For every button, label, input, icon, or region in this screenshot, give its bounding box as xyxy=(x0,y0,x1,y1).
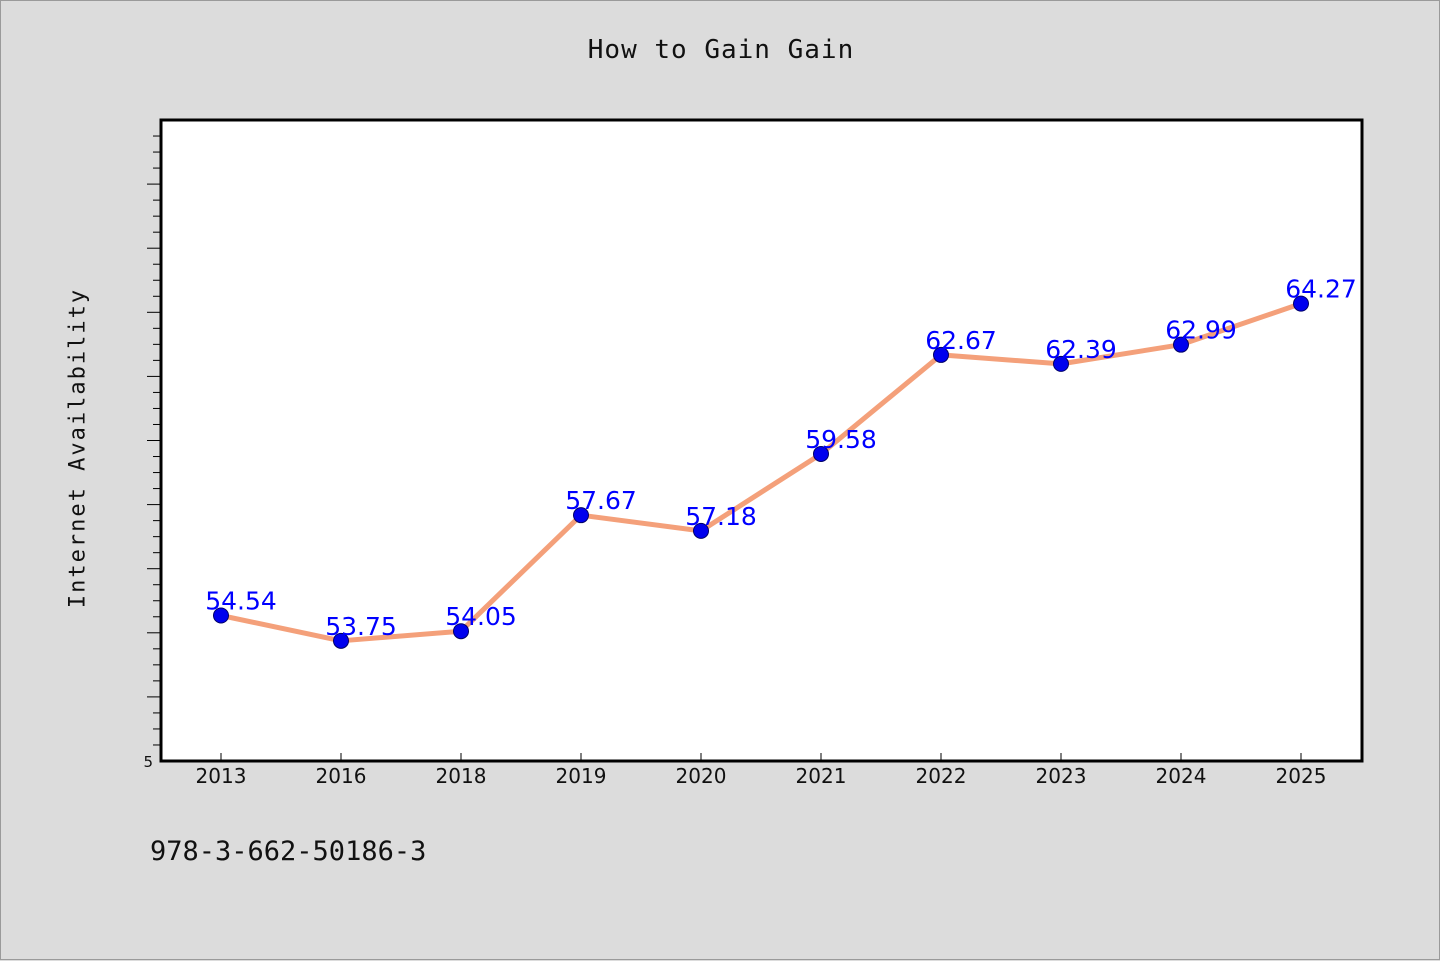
x-tick-label: 2023 xyxy=(1036,764,1087,788)
x-axis-ticks: 2013 2016 2018 2019 2020 2021 2022 2023 2024 2025 xyxy=(196,753,1327,788)
data-label: 57.67 xyxy=(565,486,637,515)
data-point xyxy=(1293,295,1309,312)
data-label: 59.58 xyxy=(805,425,877,454)
data-point xyxy=(933,346,949,363)
data-label: 62.99 xyxy=(1165,316,1237,345)
data-label: 54.54 xyxy=(205,586,277,615)
x-tick-label: 2024 xyxy=(1156,764,1207,788)
data-point xyxy=(693,522,709,539)
data-label: 54.05 xyxy=(445,602,517,631)
series-layer: 54.54 53.75 54.05 57.67 57.18 59.58 62.67 62.39… xyxy=(205,275,1357,649)
data-label: 53.75 xyxy=(325,612,397,641)
data-point xyxy=(1053,355,1069,372)
data-point xyxy=(333,632,349,649)
data-label: 64.27 xyxy=(1285,275,1357,304)
y-axis-ticks xyxy=(147,135,161,746)
x-tick-label: 2025 xyxy=(1276,764,1327,788)
x-tick-label: 2016 xyxy=(316,764,367,788)
x-tick-label: 2019 xyxy=(556,764,607,788)
x-tick-label: 2013 xyxy=(196,764,247,788)
x-tick-label: 2018 xyxy=(436,764,487,788)
plot-area xyxy=(159,118,1364,763)
x-tick-label: 2022 xyxy=(916,764,967,788)
data-label: 62.67 xyxy=(925,326,997,355)
x-tick-label: 2020 xyxy=(676,764,727,788)
isbn-text: 978-3-662-50186-3 xyxy=(150,836,427,867)
data-point xyxy=(573,507,589,524)
chart-title: How to Gain Gain xyxy=(587,35,855,65)
series-line xyxy=(218,301,1304,644)
x-tick-label: 2021 xyxy=(796,764,847,788)
y-min-tick-label: 5 xyxy=(143,753,153,771)
data-point xyxy=(1173,336,1189,353)
data-point xyxy=(813,445,829,462)
data-label: 57.18 xyxy=(685,502,757,531)
data-point xyxy=(453,623,469,640)
data-point xyxy=(213,607,229,624)
data-label: 62.39 xyxy=(1045,335,1117,364)
